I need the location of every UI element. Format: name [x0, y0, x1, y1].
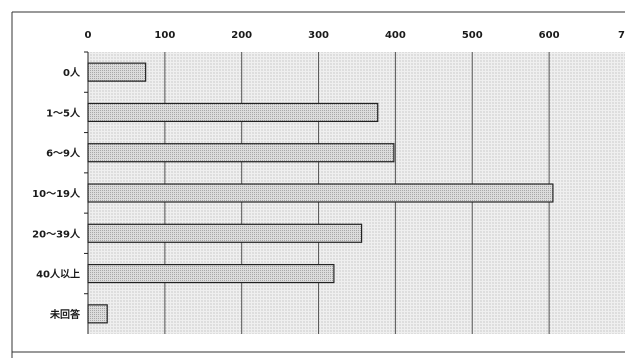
category-label: 1～5人: [46, 106, 81, 119]
bar-3: [87, 143, 395, 163]
x-tick-label: 0: [85, 30, 92, 41]
x-tick-label: 100: [154, 30, 175, 41]
bar-2: [87, 102, 379, 123]
x-tick-label: 200: [231, 30, 252, 41]
x-tick-label: 70: [618, 30, 625, 41]
category-label: 40人以上: [36, 268, 80, 281]
bar-5: [87, 223, 363, 243]
bar-7: [87, 304, 108, 324]
x-tick-label: 500: [462, 30, 483, 41]
category-label: 10～19人: [32, 187, 81, 200]
bar-1: [87, 62, 147, 82]
bar-4: [87, 183, 554, 203]
x-tick-label: 600: [539, 30, 560, 41]
category-label: 未回答: [49, 308, 81, 321]
bar-6: [87, 263, 335, 284]
x-tick-label: 300: [308, 30, 329, 41]
bars: [87, 62, 554, 324]
category-label: 6～9人: [46, 147, 81, 160]
category-label: 0人: [63, 66, 81, 79]
category-label: 20～39人: [32, 227, 81, 240]
x-tick-label: 400: [385, 30, 406, 41]
x-axis-tick-labels: 0 100 200 300 400 500 600 70: [85, 30, 625, 41]
